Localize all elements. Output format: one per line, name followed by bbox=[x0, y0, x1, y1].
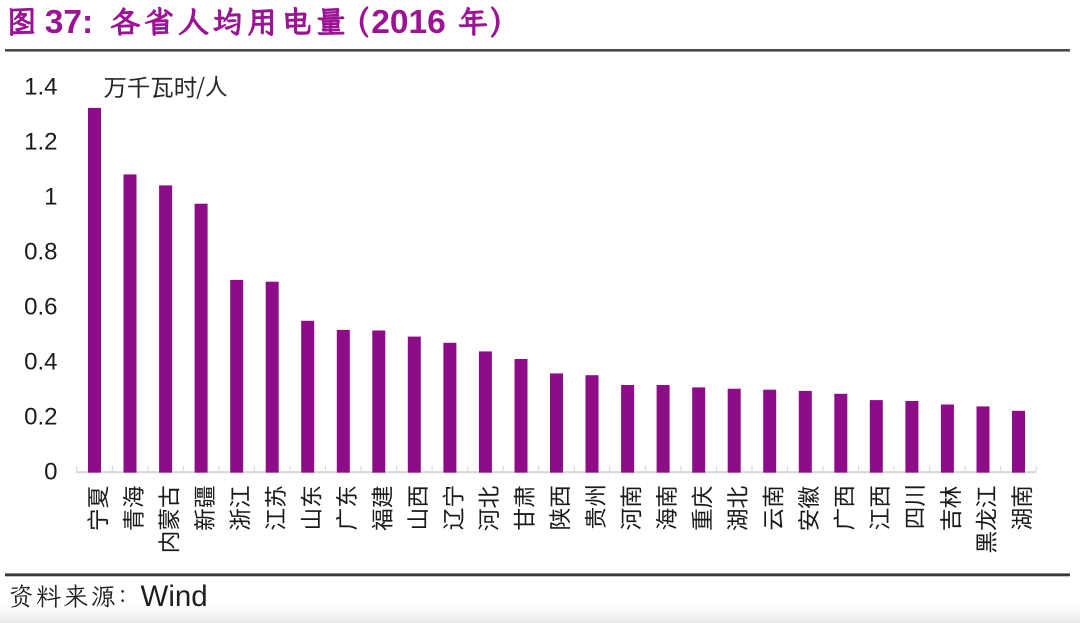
svg-text:1.4: 1.4 bbox=[24, 74, 57, 101]
svg-text:Wind: Wind bbox=[141, 580, 208, 613]
svg-text:0.8: 0.8 bbox=[24, 238, 57, 265]
svg-text:0.4: 0.4 bbox=[24, 348, 57, 375]
svg-text:37:: 37: bbox=[45, 4, 93, 41]
svg-text:0: 0 bbox=[44, 458, 57, 485]
svg-text:1: 1 bbox=[44, 184, 57, 211]
svg-text:1.2: 1.2 bbox=[24, 129, 57, 156]
svg-text:0.2: 0.2 bbox=[24, 403, 57, 430]
svg-text:2016: 2016 bbox=[371, 4, 446, 41]
svg-text:0.6: 0.6 bbox=[24, 293, 57, 320]
